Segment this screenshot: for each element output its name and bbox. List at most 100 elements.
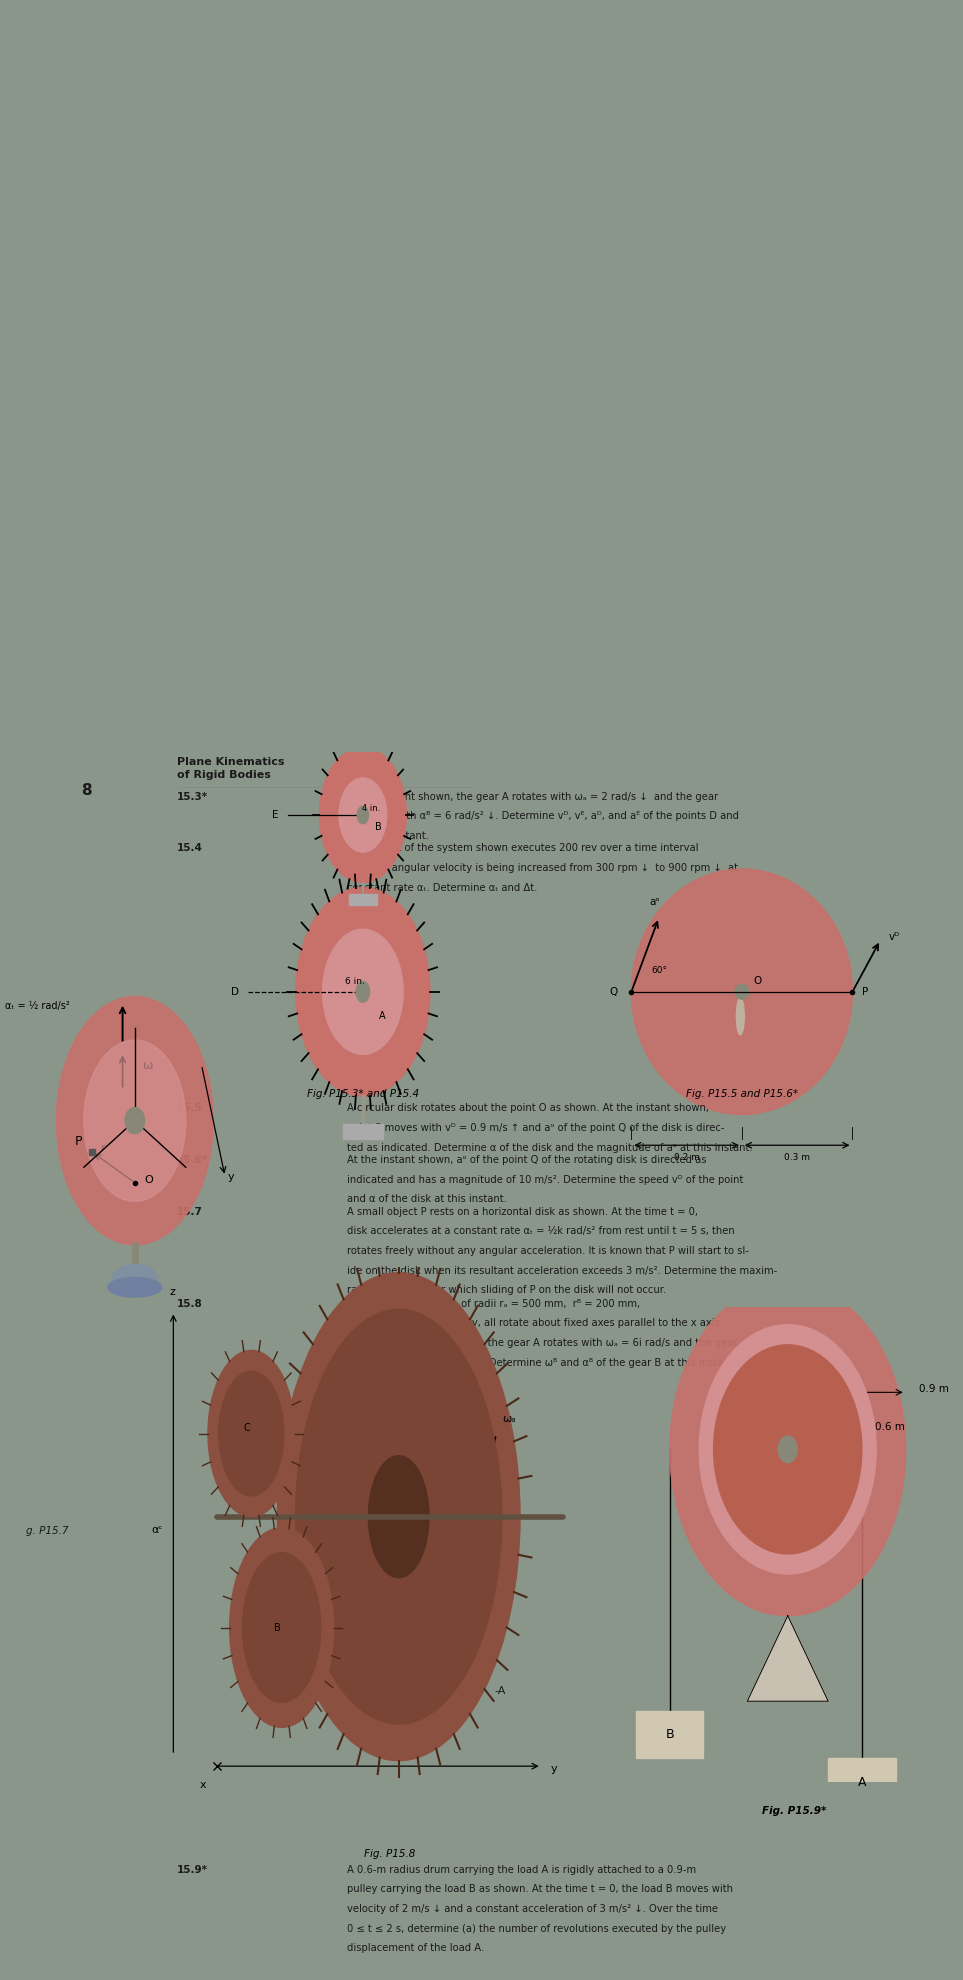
Text: 0.3 m: 0.3 m [784, 1152, 810, 1162]
Text: 15.7: 15.7 [177, 1206, 203, 1216]
Circle shape [714, 1344, 862, 1554]
Text: Q: Q [609, 986, 617, 996]
Text: 8: 8 [81, 784, 92, 798]
Bar [349, 893, 377, 905]
Text: y: y [551, 1764, 557, 1774]
Text: vᴰ: vᴰ [888, 933, 899, 942]
Circle shape [339, 778, 387, 851]
Text: B: B [273, 1622, 281, 1634]
Text: rotates freely without any angular acceleration. It is known that P will start t: rotates freely without any angular accel… [347, 1245, 749, 1255]
Ellipse shape [57, 996, 213, 1245]
Circle shape [296, 887, 429, 1097]
Bar [636, 1711, 703, 1758]
Text: r: r [101, 1142, 106, 1152]
Text: D: D [231, 986, 239, 996]
Text: O: O [144, 1174, 153, 1184]
Text: rᶜ = 150 mm, respectively, all rotate about fixed axes parallel to the x axis: rᶜ = 150 mm, respectively, all rotate ab… [347, 1319, 720, 1329]
Text: y: y [227, 1172, 234, 1182]
Text: constant rate αₜ. Determine αₜ and Δt.: constant rate αₜ. Determine αₜ and Δt. [347, 883, 537, 893]
Text: O: O [754, 976, 762, 986]
Ellipse shape [735, 984, 749, 1000]
Text: C: C [244, 1424, 250, 1434]
Text: x: x [199, 1780, 206, 1790]
Text: 15.4: 15.4 [177, 843, 203, 853]
Text: 0.9 m: 0.9 m [919, 1384, 950, 1394]
Bar [828, 1758, 896, 1806]
Text: g. P15.7: g. P15.7 [26, 1527, 68, 1536]
Text: P: P [862, 986, 869, 996]
Ellipse shape [108, 1277, 162, 1297]
Text: αᶜ: αᶜ [152, 1525, 163, 1535]
Ellipse shape [632, 869, 852, 1115]
Text: B rotates with αᴮ = 6 rad/s² ↓. Determine vᴰ, vᴱ, aᴰ, and aᴱ of the points D and: B rotates with αᴮ = 6 rad/s² ↓. Determin… [347, 812, 739, 822]
Text: A circular disk rotates about the point O as shown. At the instant shown,: A circular disk rotates about the point … [347, 1103, 709, 1113]
Text: 6 in.: 6 in. [345, 978, 365, 986]
Circle shape [323, 929, 403, 1055]
Text: A: A [379, 1012, 386, 1022]
Ellipse shape [113, 1265, 157, 1291]
Text: 60°: 60° [651, 966, 667, 976]
Circle shape [320, 748, 406, 883]
Text: shown. At a certain instant, the gear A rotates with ωₐ = 6i rad/s and the gear: shown. At a certain instant, the gear A … [347, 1338, 738, 1348]
Text: Plane Kinematics
of Rigid Bodies: Plane Kinematics of Rigid Bodies [177, 756, 285, 780]
Text: z: z [169, 1287, 175, 1297]
Circle shape [356, 982, 370, 1002]
Ellipse shape [229, 1529, 334, 1727]
Text: A small object P rests on a horizontal disk as shown. At the time t = 0,: A small object P rests on a horizontal d… [347, 1206, 698, 1216]
Text: 4 in.: 4 in. [362, 804, 379, 814]
Text: while its angular velocity is being increased from 300 rpm ↓  to 900 rpm ↓  at: while its angular velocity is being incr… [347, 863, 738, 873]
Circle shape [778, 1436, 797, 1463]
Text: disk accelerates at a constant rate αₜ = ½k rad/s² from rest until t = 5 s, then: disk accelerates at a constant rate αₜ =… [347, 1226, 735, 1236]
Text: point P moves with vᴰ = 0.9 m/s ↑ and aᵒ of the point Q of the disk is direc-: point P moves with vᴰ = 0.9 m/s ↑ and aᵒ… [347, 1123, 724, 1133]
Text: 0.2 m: 0.2 m [674, 1152, 699, 1162]
Circle shape [357, 806, 369, 824]
Text: Fig. P15.3* and P15.4: Fig. P15.3* and P15.4 [307, 1089, 419, 1099]
Text: Fig. P15.5 and P15.6*: Fig. P15.5 and P15.6* [686, 1089, 798, 1099]
Text: E: E [272, 810, 278, 820]
Text: 15.3*: 15.3* [177, 792, 208, 802]
Text: E at this instant.: E at this instant. [347, 832, 429, 842]
Ellipse shape [243, 1552, 321, 1703]
Circle shape [699, 1325, 876, 1574]
Ellipse shape [296, 1309, 502, 1725]
Text: ide on the disk when its resultant acceleration exceeds 3 m/s². Determine the ma: ide on the disk when its resultant accel… [347, 1265, 777, 1275]
Text: A 0.6-m radius drum carrying the load A is rigidly attached to a 0.9-m: A 0.6-m radius drum carrying the load A … [347, 1865, 696, 1875]
Ellipse shape [368, 1455, 429, 1578]
Text: pulley carrying the load B as shown. At the time t = 0, the load B moves with: pulley carrying the load B as shown. At … [347, 1885, 733, 1895]
Ellipse shape [737, 998, 744, 1036]
Text: The gears A, B, and C, of radii rₐ = 500 mm,  rᴮ = 200 mm,: The gears A, B, and C, of radii rₐ = 500… [347, 1299, 640, 1309]
Text: P: P [74, 1135, 82, 1148]
Text: Fig. P15.9*: Fig. P15.9* [763, 1806, 826, 1816]
Circle shape [125, 1107, 144, 1135]
Ellipse shape [219, 1370, 284, 1497]
Text: B: B [665, 1729, 674, 1740]
Text: 15.8: 15.8 [177, 1299, 203, 1309]
Text: and α of the disk at this instant.: and α of the disk at this instant. [347, 1194, 507, 1204]
Text: rotates with αᶜ = 10i rad/s². Determine ωᴮ and αᴮ of the gear B at this instant: rotates with αᶜ = 10i rad/s². Determine … [347, 1358, 734, 1368]
Text: velocity of 2 m/s ↓ and a constant acceleration of 3 m/s² ↓. Over the time: velocity of 2 m/s ↓ and a constant accel… [347, 1905, 718, 1915]
Text: displacement of the load A.: displacement of the load A. [347, 1942, 484, 1952]
Ellipse shape [277, 1273, 520, 1760]
Text: The gear A of the system shown executes 200 rev over a time interval: The gear A of the system shown executes … [347, 843, 698, 853]
Text: aᵒ: aᵒ [650, 897, 661, 907]
Text: indicated and has a magnitude of 10 m/s². Determine the speed vᴰ of the point: indicated and has a magnitude of 10 m/s²… [347, 1174, 743, 1184]
Text: ted as indicated. Determine α of the disk and the magnitude of aᵒ at this instan: ted as indicated. Determine α of the dis… [347, 1142, 753, 1152]
Polygon shape [747, 1616, 828, 1701]
Text: 0 ≤ t ≤ 2 s, determine (a) the number of revolutions executed by the pulley: 0 ≤ t ≤ 2 s, determine (a) the number of… [347, 1923, 726, 1934]
Text: radial distance r for which sliding of P on the disk will not occur.: radial distance r for which sliding of P… [347, 1285, 666, 1295]
Text: 0.6 m: 0.6 m [875, 1422, 905, 1432]
Text: Fig. P15.8: Fig. P15.8 [364, 1849, 416, 1859]
Text: B: B [376, 822, 382, 832]
Text: -A: -A [494, 1687, 506, 1697]
Text: ω: ω [143, 1059, 153, 1071]
Text: αₜ = ½ rad/s²: αₜ = ½ rad/s² [5, 1002, 69, 1012]
Ellipse shape [208, 1350, 295, 1517]
Text: At the instant shown, the gear A rotates with ωₐ = 2 rad/s ↓  and the gear: At the instant shown, the gear A rotates… [347, 792, 718, 802]
Text: A: A [858, 1776, 866, 1788]
Text: 15.5: 15.5 [177, 1103, 203, 1113]
Bar [343, 1125, 382, 1138]
Text: 15.6*: 15.6* [177, 1154, 208, 1164]
Circle shape [669, 1283, 905, 1616]
Text: 15.9*: 15.9* [177, 1865, 208, 1875]
Ellipse shape [84, 1040, 186, 1202]
